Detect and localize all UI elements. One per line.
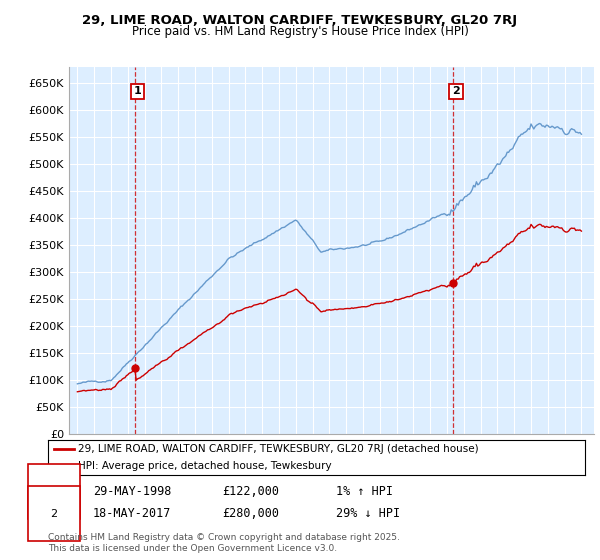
Text: 18-MAY-2017: 18-MAY-2017 xyxy=(93,507,172,520)
Text: £122,000: £122,000 xyxy=(222,485,279,498)
Text: Price paid vs. HM Land Registry's House Price Index (HPI): Price paid vs. HM Land Registry's House … xyxy=(131,25,469,38)
Text: 1: 1 xyxy=(133,86,141,96)
Text: HPI: Average price, detached house, Tewkesbury: HPI: Average price, detached house, Tewk… xyxy=(77,461,331,471)
Text: 2: 2 xyxy=(452,86,460,96)
Text: 2: 2 xyxy=(50,508,58,519)
Text: 29, LIME ROAD, WALTON CARDIFF, TEWKESBURY, GL20 7RJ: 29, LIME ROAD, WALTON CARDIFF, TEWKESBUR… xyxy=(82,14,518,27)
Text: Contains HM Land Registry data © Crown copyright and database right 2025.: Contains HM Land Registry data © Crown c… xyxy=(48,533,400,542)
Text: £280,000: £280,000 xyxy=(222,507,279,520)
Text: 1% ↑ HPI: 1% ↑ HPI xyxy=(336,485,393,498)
Text: This data is licensed under the Open Government Licence v3.0.: This data is licensed under the Open Gov… xyxy=(48,544,337,553)
Text: 29-MAY-1998: 29-MAY-1998 xyxy=(93,485,172,498)
Text: 29% ↓ HPI: 29% ↓ HPI xyxy=(336,507,400,520)
Text: 29, LIME ROAD, WALTON CARDIFF, TEWKESBURY, GL20 7RJ (detached house): 29, LIME ROAD, WALTON CARDIFF, TEWKESBUR… xyxy=(77,444,478,454)
Text: 1: 1 xyxy=(50,487,58,497)
